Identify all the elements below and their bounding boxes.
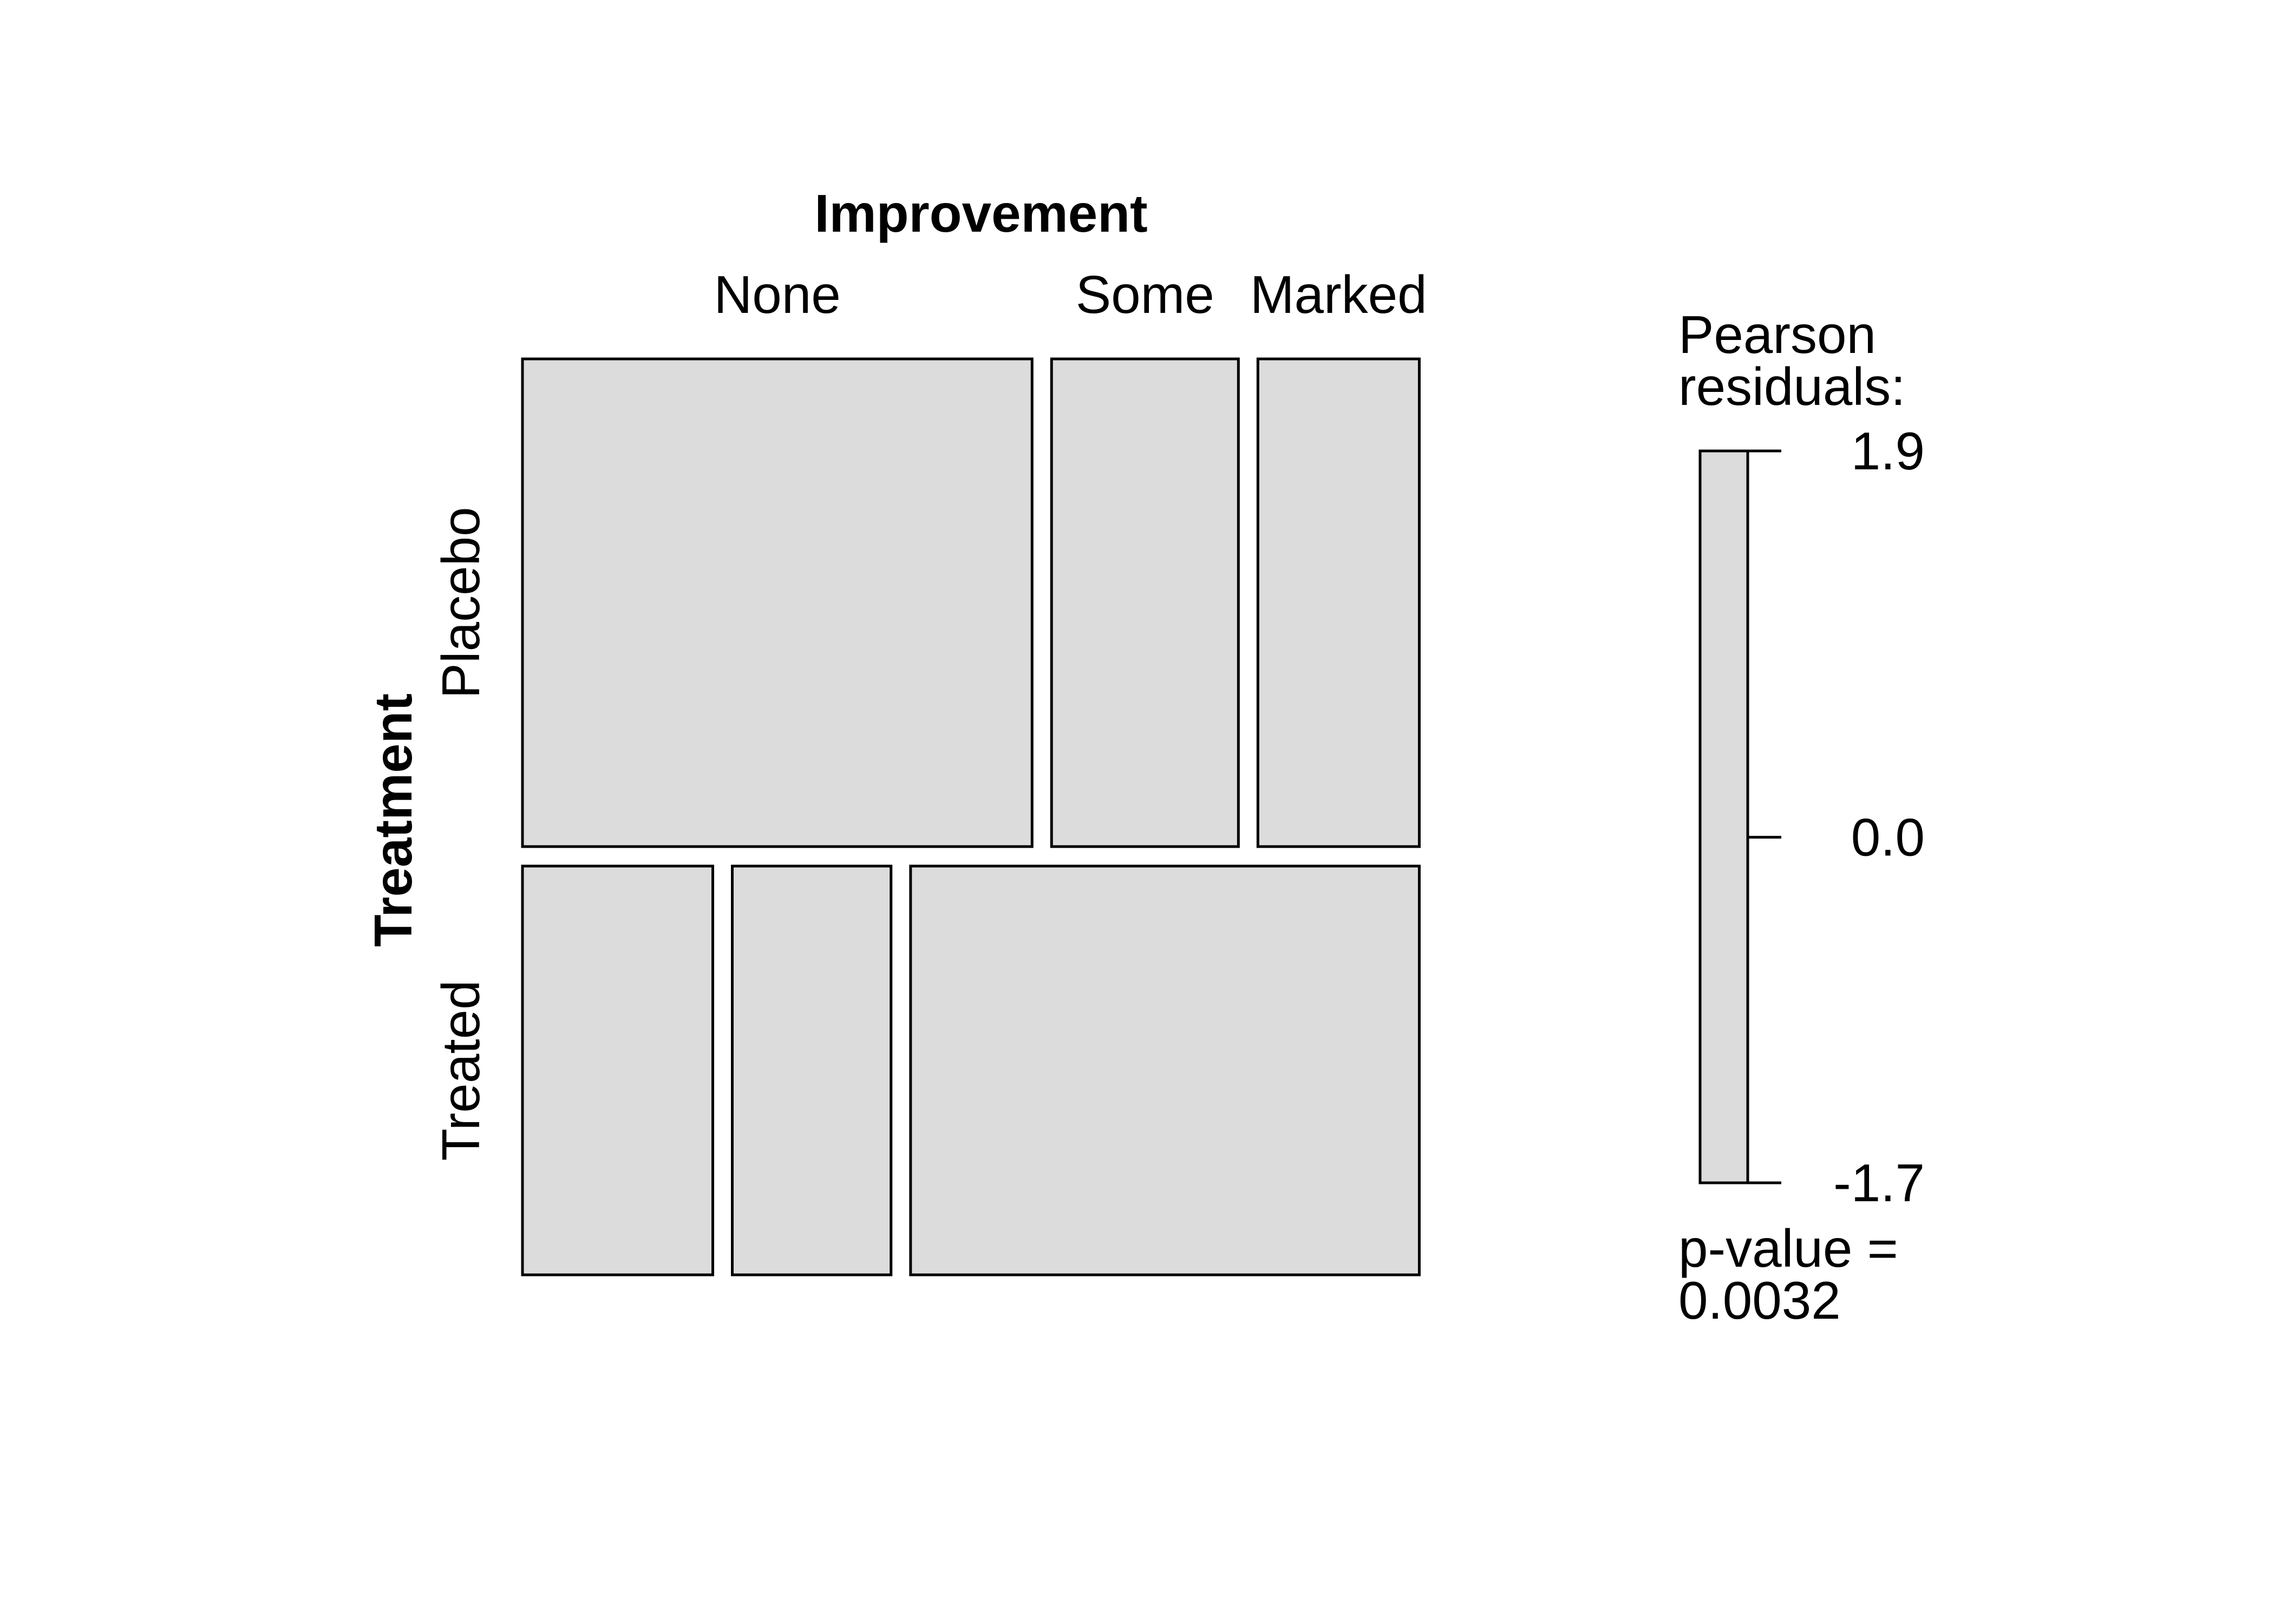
legend-title-line-1: Pearson [1678, 305, 1876, 364]
p-value-line-2: 0.0032 [1678, 1271, 1841, 1330]
tile-placebo-none [521, 357, 1034, 848]
row-label-placebo: Placebo [431, 507, 491, 698]
column-label-none: None [714, 265, 840, 324]
tile-placebo-marked [1256, 357, 1421, 848]
residuals-legend: Pearson residuals: 1.90.0-1.7 p-value = … [1678, 305, 1925, 1330]
row-label-treated: Treated [431, 980, 491, 1161]
legend-tick-label: -1.7 [1833, 1153, 1925, 1213]
legend-bar [1698, 449, 1749, 1184]
column-label-some: Some [1076, 265, 1214, 324]
tile-treated-some [731, 865, 893, 1276]
column-axis-title: Improvement [814, 184, 1147, 243]
tile-treated-none [521, 865, 714, 1276]
legend-color-bar: 1.9 0.0 -1.7 [1698, 421, 1925, 1213]
tile-placebo-some [1050, 357, 1240, 848]
row-axis-title: Treatment [363, 693, 423, 947]
mosaic-tiles [521, 357, 1421, 1276]
legend-title-line-2: residuals: [1678, 357, 1905, 416]
tile-treated-marked [909, 865, 1421, 1276]
legend-tick-label: 0.0 [1851, 808, 1925, 867]
legend-tick-label: 1.9 [1851, 421, 1925, 481]
p-value-line-1: p-value = [1678, 1219, 1898, 1278]
row-labels: Placebo Treated [431, 507, 491, 1161]
column-label-marked: Marked [1250, 265, 1427, 324]
column-labels: None Some Marked [714, 265, 1427, 324]
